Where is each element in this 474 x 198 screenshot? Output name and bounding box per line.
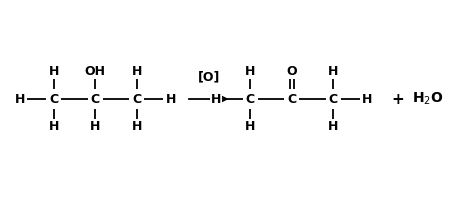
Text: H: H	[132, 120, 142, 132]
Text: H: H	[48, 66, 59, 78]
Text: OH: OH	[85, 66, 106, 78]
Text: O: O	[286, 66, 297, 78]
Text: [O]: [O]	[198, 70, 220, 83]
Text: H: H	[211, 92, 221, 106]
Text: H: H	[14, 92, 25, 106]
Text: +: +	[392, 91, 404, 107]
Text: C: C	[132, 92, 141, 106]
Text: H: H	[245, 120, 255, 132]
Text: H: H	[328, 66, 338, 78]
Text: H: H	[132, 66, 142, 78]
Text: C: C	[329, 92, 338, 106]
Text: H: H	[245, 66, 255, 78]
Text: H: H	[90, 120, 100, 132]
Text: H$_2$O: H$_2$O	[412, 91, 444, 107]
Text: C: C	[49, 92, 58, 106]
Text: H: H	[165, 92, 176, 106]
Text: H: H	[48, 120, 59, 132]
Text: C: C	[287, 92, 296, 106]
Text: H: H	[362, 92, 373, 106]
Text: C: C	[246, 92, 255, 106]
Text: H: H	[328, 120, 338, 132]
Text: C: C	[91, 92, 100, 106]
